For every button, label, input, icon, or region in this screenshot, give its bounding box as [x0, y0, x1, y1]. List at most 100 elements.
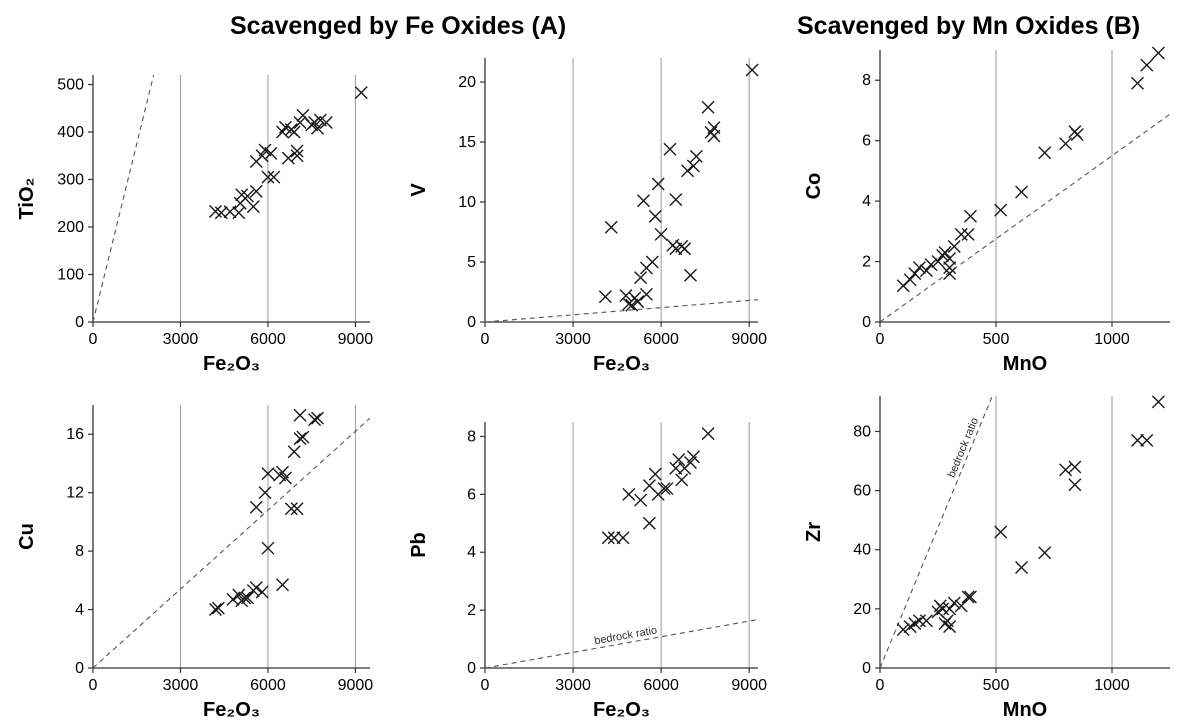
panel-cu: 0 4 8 12 16 0 3000 6000 9000 Fe₂O₃ Cu [16, 405, 373, 721]
data-point [258, 143, 272, 157]
data-point [994, 203, 1008, 217]
data-point [290, 502, 304, 516]
x-tick-label: 1000 [1094, 331, 1130, 348]
data-point [264, 146, 278, 160]
data-point [637, 194, 651, 208]
panel-tio2: 0 100 200 300 400 500 0 3000 6000 9000 Fe₂O₃ TiO₂ [16, 74, 374, 375]
y-axis-label: TiO₂ [16, 178, 38, 220]
data-point [707, 121, 721, 135]
data-point [672, 453, 686, 467]
data-point [961, 227, 975, 241]
y-tick-label: 80 [853, 423, 871, 440]
data-point [943, 261, 957, 275]
data-point [936, 602, 950, 616]
data-point [249, 184, 263, 198]
y-tick-label: 0 [75, 314, 84, 331]
y-tick-label: 4 [467, 544, 476, 561]
x-tick-label: 6000 [250, 677, 286, 694]
y-tick-label: 16 [66, 426, 84, 443]
data-point [654, 227, 668, 241]
panel-co: 0 2 4 6 8 0 500 1000 MnO Co [803, 46, 1170, 375]
bedrock-ratio-line [880, 395, 993, 668]
bedrock-ratio-line [485, 299, 758, 322]
data-point [943, 620, 957, 634]
data-point [686, 450, 700, 464]
data-point [1015, 560, 1029, 574]
data-point [622, 487, 636, 501]
data-point [919, 264, 933, 278]
data-point [619, 289, 633, 303]
y-tick-label: 60 [853, 483, 871, 500]
panel-pb: 0 2 4 6 8 0 3000 6000 9000 Fe₂O₃ Pb bedrock ratio [408, 422, 767, 721]
data-point [1059, 137, 1073, 151]
y-tick-label: 100 [57, 267, 84, 284]
data-point [261, 170, 275, 184]
data-point [278, 471, 292, 485]
data-point [241, 591, 255, 605]
y-axis-label: Cu [16, 523, 38, 550]
heading-mn-oxides: Scavenged by Mn Oxides (B) [797, 12, 1141, 40]
x-tick-label: 6000 [643, 677, 679, 694]
y-tick-label: 0 [467, 660, 476, 677]
x-tick-label: 9000 [338, 677, 374, 694]
data-point [651, 177, 665, 191]
x-axis-label: Fe₂O₃ [203, 353, 260, 375]
data-point [660, 482, 674, 496]
x-axis-label: Fe₂O₃ [593, 353, 650, 375]
data-point [681, 164, 695, 178]
bedrock-ratio-line [93, 417, 370, 668]
data-point [657, 482, 671, 496]
data-point [258, 486, 272, 500]
data-point [943, 602, 957, 616]
y-tick-label: 500 [57, 77, 84, 94]
data-point [311, 121, 325, 135]
data-point [1140, 433, 1154, 447]
data-point [1068, 460, 1082, 474]
bedrock-ratio-line [880, 113, 1170, 322]
x-axis-label: Fe₂O₃ [593, 699, 650, 721]
data-point [1070, 128, 1084, 142]
panel-zr: 0 20 40 60 80 0 500 1000 MnO Zr bedrock ratio [803, 395, 1170, 721]
x-tick-label: 6000 [250, 331, 286, 348]
data-point [598, 290, 612, 304]
data-point [634, 271, 648, 285]
x-tick-label: 1000 [1094, 677, 1130, 694]
bedrock-ratio-line [93, 74, 155, 322]
data-point [290, 144, 304, 158]
data-point [943, 252, 957, 266]
y-tick-label: 4 [75, 602, 84, 619]
data-point [947, 596, 961, 610]
y-tick-label: 5 [467, 254, 476, 271]
data-point [287, 445, 301, 459]
x-tick-label: 3000 [555, 677, 591, 694]
y-tick-label: 200 [57, 219, 84, 236]
y-tick-label: 4 [862, 193, 871, 210]
bedrock-ratio-label: bedrock ratio [593, 624, 658, 647]
y-tick-label: 6 [467, 486, 476, 503]
data-point [354, 86, 368, 100]
x-tick-label: 3000 [163, 331, 199, 348]
data-point [701, 100, 715, 114]
y-axis-label: Co [803, 173, 825, 200]
y-tick-label: 20 [458, 74, 476, 91]
data-point [249, 500, 263, 514]
x-tick-label: 9000 [338, 331, 374, 348]
data-point [308, 413, 322, 427]
y-tick-label: 8 [862, 72, 871, 89]
data-point [616, 531, 630, 545]
data-point [903, 273, 917, 287]
y-tick-label: 0 [75, 660, 84, 677]
data-point [208, 603, 222, 617]
data-point [241, 189, 255, 203]
data-point [994, 525, 1008, 539]
y-tick-label: 6 [862, 133, 871, 150]
data-point [1131, 433, 1145, 447]
data-point [931, 255, 945, 269]
data-point [1068, 478, 1082, 492]
x-tick-label: 0 [89, 331, 98, 348]
data-point [675, 473, 689, 487]
data-point [249, 581, 263, 595]
data-point [663, 142, 677, 156]
y-tick-label: 8 [75, 543, 84, 560]
y-tick-label: 400 [57, 124, 84, 141]
